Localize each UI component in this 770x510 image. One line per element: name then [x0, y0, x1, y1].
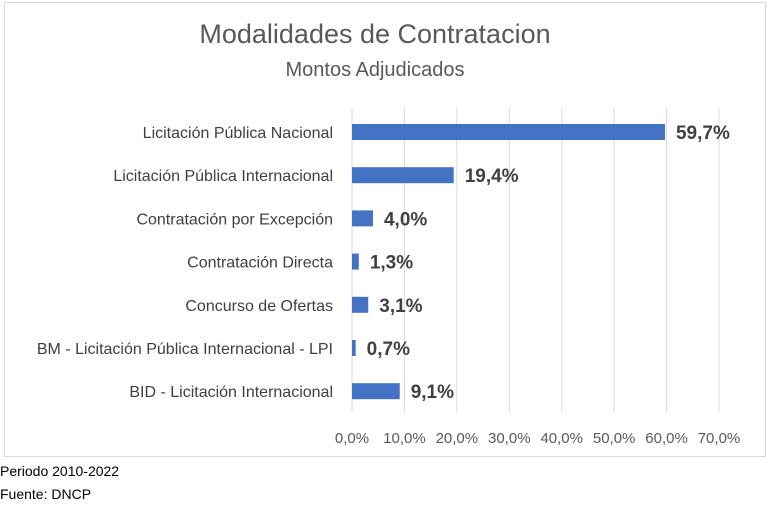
data-label: 0,7%: [367, 339, 410, 360]
bar: [352, 124, 665, 140]
bar: [352, 167, 454, 184]
source-note: Fuente: DNCP: [0, 486, 92, 502]
bars: [352, 124, 665, 400]
chart-subtitle: Montos Adjudicados: [285, 59, 464, 81]
period-note: Periodo 2010-2022: [0, 463, 120, 479]
x-tick-label: 70,0%: [698, 430, 741, 447]
value-labels: 59,7% 19,4% 4,0% 1,3% 3,1% 0,7% 9,1%: [367, 123, 730, 403]
x-tick-label: 30,0%: [488, 430, 531, 447]
category-labels: Licitación Pública Nacional Licitación Pú…: [37, 125, 333, 401]
chart-title: Modalidades de Contratacion: [199, 19, 550, 49]
x-tick-label: 50,0%: [593, 430, 636, 447]
data-label: 59,7%: [676, 123, 730, 144]
bar-chart: Modalidades de Contratacion Montos Adjud…: [37, 19, 740, 447]
data-label: 4,0%: [384, 209, 427, 230]
data-label: 3,1%: [379, 296, 422, 317]
bar: [352, 253, 359, 270]
category-label: Contratación por Excepción: [136, 211, 333, 228]
bar: [352, 210, 373, 227]
x-tick-label: 20,0%: [436, 430, 479, 447]
category-label: Contratación Directa: [187, 255, 333, 272]
bar: [352, 296, 369, 313]
x-tick-label: 40,0%: [540, 430, 583, 447]
category-label: BID - Licitación Internacional: [129, 384, 333, 401]
category-label: BM - Licitación Pública Internacional - …: [37, 341, 333, 358]
x-tick-label: 60,0%: [645, 430, 688, 447]
category-label: Concurso de Ofertas: [185, 298, 333, 315]
x-tick-label: 10,0%: [383, 430, 426, 447]
x-axis-ticks: 0,0% 10,0% 20,0% 30,0% 40,0% 50,0% 60,0% 70,0%: [335, 430, 740, 447]
category-label: Licitación Pública Nacional: [143, 125, 333, 142]
bar: [352, 340, 356, 356]
data-label: 1,3%: [370, 253, 413, 274]
data-label: 19,4%: [465, 166, 519, 187]
data-label: 9,1%: [411, 382, 454, 403]
bar: [352, 383, 400, 400]
category-label: Licitación Pública Internacional: [113, 168, 333, 185]
chart-frame: [4, 2, 766, 457]
x-tick-label: 0,0%: [335, 430, 369, 447]
